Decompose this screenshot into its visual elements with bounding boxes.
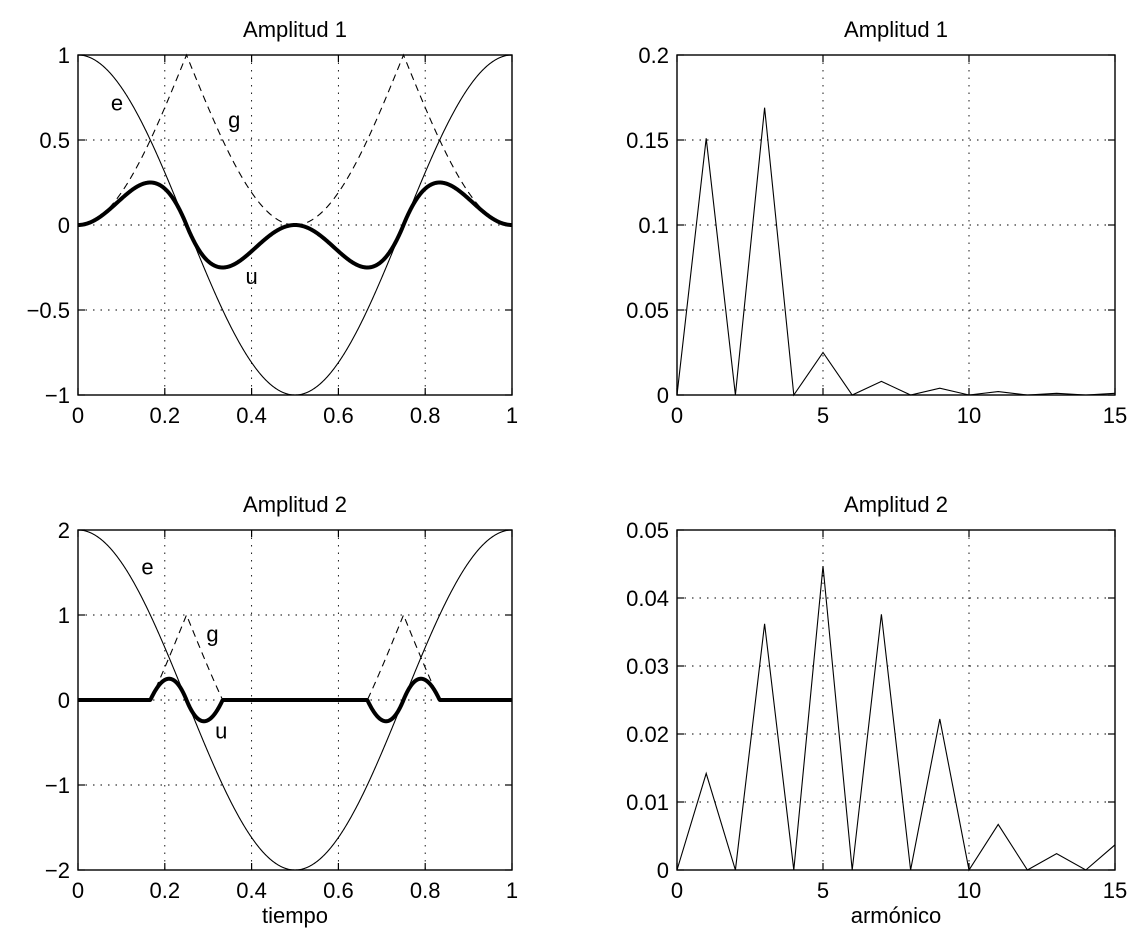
x-tick-label: 0.2 xyxy=(150,878,181,903)
y-tick-label: 1 xyxy=(58,603,70,628)
y-tick-label: 0 xyxy=(657,858,669,883)
chart-1: 0 0.2 0.4 0.6 0.8 1 −1 −0.5 0 0.5 1 Amplitud 1 e g u xyxy=(27,17,519,428)
y-tick-label: 0.04 xyxy=(626,586,669,611)
series-annotation-u: u xyxy=(215,719,227,744)
series-line-1 xyxy=(677,107,1115,397)
series-g xyxy=(150,613,440,700)
y-tick-label: 1 xyxy=(58,43,70,68)
x-tick-label: 0.4 xyxy=(236,403,267,428)
series-annotation-g: g xyxy=(228,108,240,133)
plot-frame xyxy=(676,529,1116,871)
x-tick-label: 1 xyxy=(506,403,518,428)
x-axis-label: tiempo xyxy=(262,903,328,928)
y-tick-label: 0 xyxy=(58,213,70,238)
y-tick-label: 0.1 xyxy=(638,213,669,238)
x-tick-label: 0.8 xyxy=(410,403,441,428)
y-tick-label: 0.15 xyxy=(626,128,669,153)
series-e xyxy=(78,529,512,871)
y-tick-label: 0 xyxy=(58,688,70,713)
y-tick-label: 0.05 xyxy=(626,518,669,543)
x-tick-label: 10 xyxy=(957,403,981,428)
series-u xyxy=(78,676,512,724)
x-tick-label: 5 xyxy=(817,878,829,903)
x-tick-label: 5 xyxy=(817,403,829,428)
x-tick-label: 0.6 xyxy=(323,878,354,903)
x-tick-label: 10 xyxy=(957,878,981,903)
x-tick-label: 15 xyxy=(1103,403,1127,428)
x-tick-label: 0.4 xyxy=(236,878,267,903)
chart-title: Amplitud 1 xyxy=(844,17,948,42)
y-tick-label: 0.01 xyxy=(626,790,669,815)
y-tick-label: 0.5 xyxy=(39,128,70,153)
series-g xyxy=(78,53,512,226)
series-annotation-g: g xyxy=(206,622,218,647)
y-tick-label: 0.02 xyxy=(626,722,669,747)
x-tick-label: 0.2 xyxy=(150,403,181,428)
y-tick-label: 0.03 xyxy=(626,654,669,679)
series-annotation-e: e xyxy=(141,555,153,580)
chart-title: Amplitud 2 xyxy=(844,492,948,517)
chart-3: 0 0.2 0.4 0.6 0.8 1 −2 −1 0 1 2 Amplitud 2 tiempo e g u xyxy=(45,492,518,928)
x-tick-label: 0 xyxy=(72,878,84,903)
series-u xyxy=(78,180,512,270)
chart-title: Amplitud 1 xyxy=(243,17,347,42)
y-tick-label: 0 xyxy=(657,383,669,408)
series-line-1 xyxy=(677,565,1115,872)
x-axis-label: armónico xyxy=(851,903,941,928)
x-tick-label: 1 xyxy=(506,878,518,903)
y-tick-label: 0.2 xyxy=(638,43,669,68)
chart-title: Amplitud 2 xyxy=(243,492,347,517)
y-tick-label: −1 xyxy=(45,383,70,408)
y-tick-label: −0.5 xyxy=(27,298,70,323)
x-tick-label: 0 xyxy=(72,403,84,428)
chart-4: 0 5 10 15 0 0.01 0.02 0.03 0.04 0.05 Amplitud 2 arm… xyxy=(626,492,1127,928)
series-annotation-e: e xyxy=(111,91,123,116)
y-tick-label: −1 xyxy=(45,773,70,798)
y-tick-label: 0.05 xyxy=(626,298,669,323)
chart-2: 0 5 10 15 0 0.05 0.1 0.15 0.2 Amplitud 1 xyxy=(626,17,1127,428)
y-tick-label: 2 xyxy=(58,518,70,543)
series-annotation-u: u xyxy=(245,264,257,289)
x-tick-label: 0 xyxy=(671,878,683,903)
x-tick-label: 0.6 xyxy=(323,403,354,428)
x-tick-label: 0 xyxy=(671,403,683,428)
y-tick-label: −2 xyxy=(45,858,70,883)
x-tick-label: 15 xyxy=(1103,878,1127,903)
x-tick-label: 0.8 xyxy=(410,878,441,903)
